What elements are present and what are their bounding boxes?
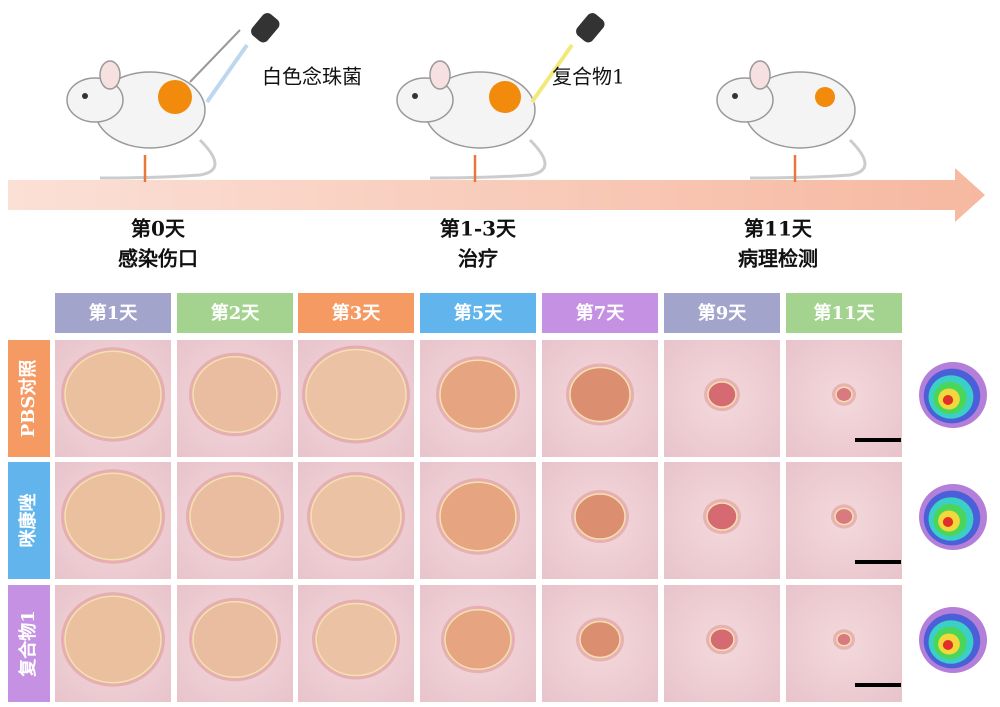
heatmap-ring — [942, 517, 954, 527]
wound — [707, 381, 737, 408]
row-header: 复合物1 — [17, 610, 39, 678]
heatmap-ring — [942, 395, 954, 405]
infection-patch — [489, 81, 521, 113]
wound — [64, 350, 162, 439]
dropper-tip — [205, 43, 249, 104]
wound — [444, 609, 512, 670]
mouse-ear — [749, 60, 771, 90]
column-header: 第3天 — [332, 302, 382, 324]
column-header-bg — [298, 293, 414, 333]
dropper-bulb — [576, 13, 605, 43]
event-day: 第0天 — [131, 217, 186, 241]
heatmap-ring — [942, 640, 954, 650]
column-header: 第2天 — [211, 302, 261, 324]
wound — [706, 502, 738, 531]
dropper-tip — [530, 43, 574, 104]
agent-label: 复合物1 — [552, 65, 625, 89]
event-desc: 病理检测 — [738, 247, 818, 271]
dropper-bulb — [251, 13, 280, 43]
row-header: 咪康唑 — [17, 494, 39, 548]
forceps — [189, 29, 241, 83]
wound — [836, 632, 852, 647]
wound — [579, 620, 621, 659]
scale-bar — [855, 683, 901, 687]
wound — [569, 366, 631, 423]
row-header-bg — [8, 462, 50, 579]
wound — [439, 359, 517, 430]
mouse-eye — [82, 93, 88, 99]
mouse-tail — [429, 138, 547, 180]
mouse — [396, 60, 547, 182]
wound — [439, 481, 517, 552]
infection-patch — [158, 80, 192, 114]
column-header: 第9天 — [698, 302, 748, 324]
column-header-bg — [542, 293, 658, 333]
wound — [64, 595, 162, 684]
scale-bar — [855, 560, 901, 564]
mouse — [716, 60, 867, 182]
wound — [835, 386, 853, 403]
mice — [66, 60, 867, 182]
event-desc: 治疗 — [458, 247, 498, 271]
wound — [315, 602, 397, 677]
row-header-bg — [8, 585, 50, 702]
event-desc: 感染伤口 — [118, 247, 198, 271]
mouse-ear — [99, 60, 121, 90]
agent-label: 白色念珠菌 — [262, 65, 362, 89]
column-header-bg — [420, 293, 536, 333]
wound — [64, 472, 162, 561]
event-day: 第11天 — [744, 217, 813, 241]
event-day: 第1-3天 — [440, 217, 517, 241]
wound — [834, 507, 854, 526]
wound — [310, 475, 402, 558]
mouse-tail — [99, 138, 217, 180]
wound — [305, 348, 407, 441]
timeline-arrow — [8, 168, 985, 222]
mouse — [66, 60, 217, 182]
mouse-ear — [429, 60, 451, 90]
mouse-tail — [749, 138, 867, 180]
mouse-eye — [732, 93, 738, 99]
column-header-bg — [55, 293, 171, 333]
column-header: 第11天 — [813, 302, 875, 324]
wound — [709, 627, 735, 652]
column-header: 第1天 — [89, 302, 139, 324]
wound — [574, 493, 626, 540]
row-header-bg — [8, 340, 50, 457]
infection-patch — [815, 87, 835, 107]
column-header-bg — [177, 293, 293, 333]
column-header: 第5天 — [454, 302, 504, 324]
wound — [192, 600, 278, 679]
wound — [189, 475, 281, 558]
scale-bar — [855, 438, 901, 442]
column-header: 第7天 — [576, 302, 626, 324]
row-header: PBS对照 — [17, 360, 39, 438]
column-header-bg — [664, 293, 780, 333]
mouse-eye — [412, 93, 418, 99]
column-header-bg — [786, 293, 902, 333]
wound — [192, 355, 278, 434]
